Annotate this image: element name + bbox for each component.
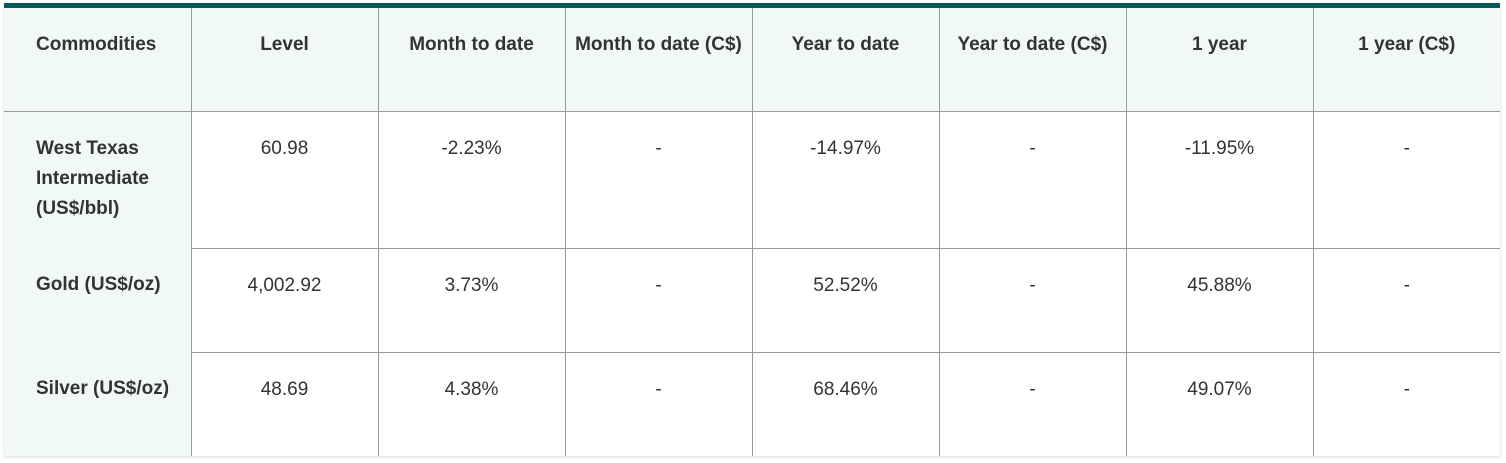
header-year-to-date: Year to date bbox=[751, 8, 940, 112]
table-row: Silver (US$/oz) 48.69 4.38% - 68.46% - 4… bbox=[4, 351, 1500, 456]
commodity-name: Gold (US$/oz) bbox=[4, 248, 192, 352]
header-level: Level bbox=[190, 8, 379, 112]
cell-month-to-date-cad: - bbox=[564, 351, 753, 456]
header-month-to-date-cad: Month to date (C$) bbox=[564, 8, 753, 112]
cell-1-year-cad: - bbox=[1312, 247, 1500, 353]
header-month-to-date: Month to date bbox=[377, 8, 566, 112]
cell-year-to-date: -14.97% bbox=[751, 110, 940, 249]
header-year-to-date-cad: Year to date (C$) bbox=[938, 8, 1127, 112]
commodity-name: West Texas Intermediate (US$/bbl) bbox=[4, 111, 192, 248]
cell-year-to-date-cad: - bbox=[938, 351, 1127, 456]
cell-year-to-date: 68.46% bbox=[751, 351, 940, 456]
cell-1-year-cad: - bbox=[1312, 351, 1500, 456]
cell-level: 48.69 bbox=[190, 351, 379, 456]
header-row: Commodities Level Month to date Month to… bbox=[4, 8, 1500, 112]
cell-month-to-date: 4.38% bbox=[377, 351, 566, 456]
cell-year-to-date-cad: - bbox=[938, 110, 1127, 249]
cell-month-to-date: -2.23% bbox=[377, 110, 566, 249]
cell-month-to-date-cad: - bbox=[564, 110, 753, 249]
cell-month-to-date: 3.73% bbox=[377, 247, 566, 353]
header-1-year-cad: 1 year (C$) bbox=[1312, 8, 1500, 112]
commodities-table-container: Commodities Level Month to date Month to… bbox=[4, 3, 1500, 456]
table-row: Gold (US$/oz) 4,002.92 3.73% - 52.52% - … bbox=[4, 247, 1500, 353]
cell-level: 60.98 bbox=[190, 110, 379, 249]
cell-level: 4,002.92 bbox=[190, 247, 379, 353]
table-row: West Texas Intermediate (US$/bbl) 60.98 … bbox=[4, 110, 1500, 249]
cell-month-to-date-cad: - bbox=[564, 247, 753, 353]
cell-1-year-cad: - bbox=[1312, 110, 1500, 249]
header-commodities: Commodities bbox=[4, 8, 192, 112]
commodity-name: Silver (US$/oz) bbox=[4, 352, 192, 456]
cell-year-to-date-cad: - bbox=[938, 247, 1127, 353]
cell-year-to-date: 52.52% bbox=[751, 247, 940, 353]
cell-1-year: 49.07% bbox=[1125, 351, 1314, 456]
header-1-year: 1 year bbox=[1125, 8, 1314, 112]
cell-1-year: 45.88% bbox=[1125, 247, 1314, 353]
cell-1-year: -11.95% bbox=[1125, 110, 1314, 249]
commodities-table: Commodities Level Month to date Month to… bbox=[4, 8, 1500, 456]
